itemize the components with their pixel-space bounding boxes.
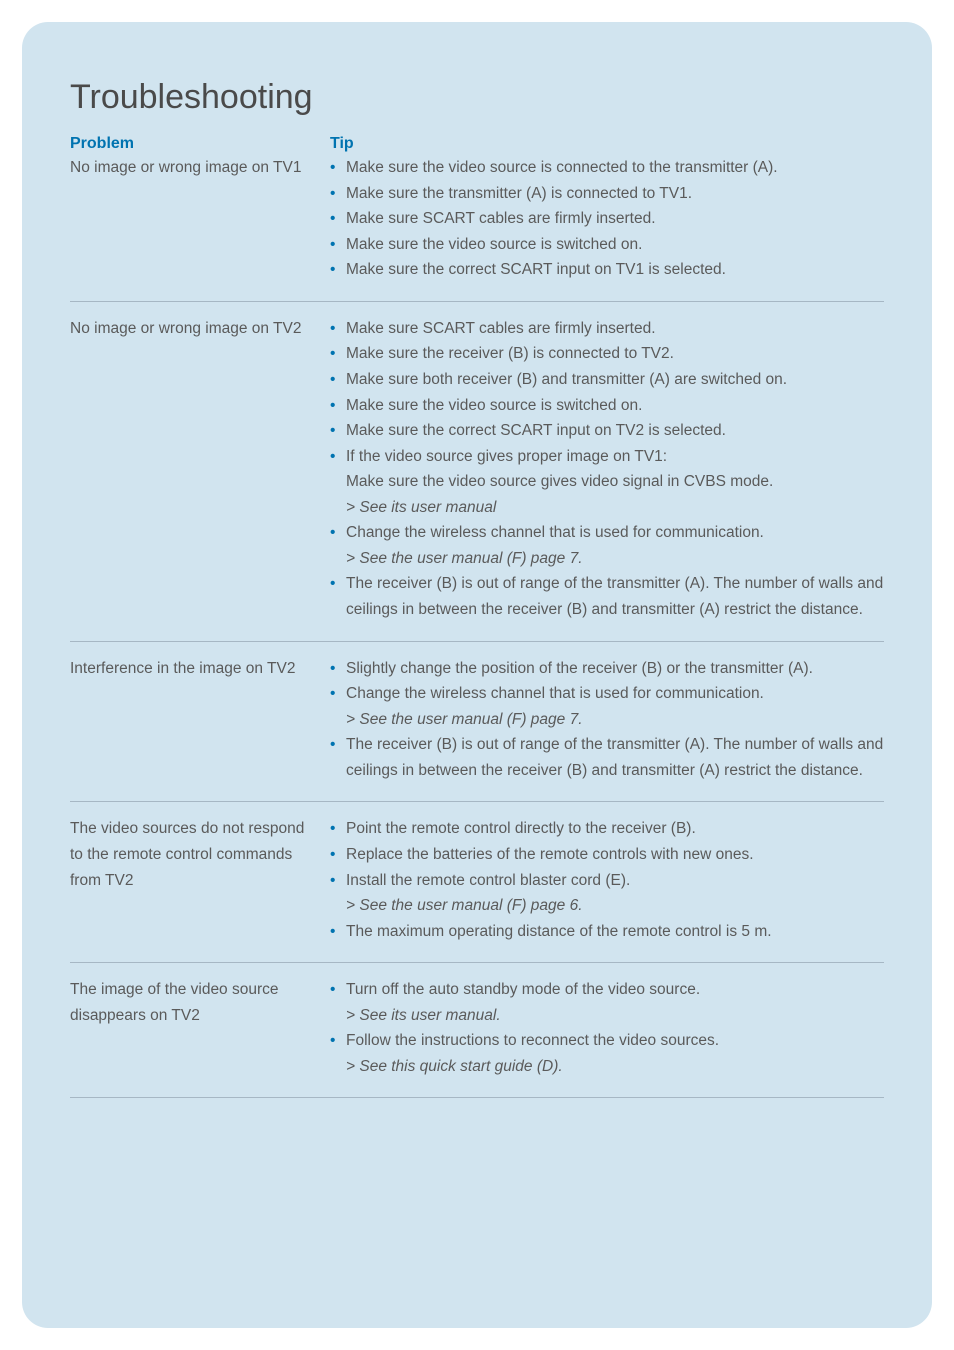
troubleshooting-card: Troubleshooting Problem Tip No image or … (22, 22, 932, 1328)
bullet-icon: • (330, 155, 335, 181)
tip-note: > See its user manual. (346, 1003, 884, 1029)
tip-note: > See the user manual (F) page 6. (346, 893, 884, 919)
problem-header: Problem (70, 135, 134, 152)
tip-text: Make sure the correct SCART input on TV2… (346, 422, 726, 439)
bullet-icon: • (330, 206, 335, 232)
bullet-icon: • (330, 571, 335, 597)
tip-note: > See the user manual (F) page 7. (346, 707, 884, 733)
tip-text: Point the remote control directly to the… (346, 820, 696, 837)
bullet-icon: • (330, 316, 335, 342)
page-title: Troubleshooting (70, 78, 884, 117)
tip-item: • Change the wireless channel that is use… (330, 681, 884, 732)
tip-text: Make sure the video source is switched o… (346, 397, 642, 414)
tip-text: The receiver (B) is out of range of the … (346, 575, 883, 618)
tip-list: • Slightly change the position of the rec… (330, 656, 884, 784)
tip-list: • Point the remote control directly to th… (330, 816, 884, 944)
tip-text: The maximum operating distance of the re… (346, 923, 772, 940)
bullet-icon: • (330, 842, 335, 868)
bullet-icon: • (330, 656, 335, 682)
tip-list: • Make sure SCART cables are firmly inser… (330, 316, 884, 623)
bullet-icon: • (330, 977, 335, 1003)
bullet-icon: • (330, 919, 335, 945)
bullet-icon: • (330, 257, 335, 283)
tip-item: • The maximum operating distance of the r… (330, 919, 884, 945)
problem-text: No image or wrong image on TV2 (70, 316, 320, 342)
bullet-icon: • (330, 732, 335, 758)
problem-text: The image of the video source disappears… (70, 977, 320, 1028)
tip-item: • Change the wireless channel that is use… (330, 520, 884, 571)
bullet-icon: • (330, 393, 335, 419)
tip-item: • Make sure the receiver (B) is connected… (330, 341, 884, 367)
bullet-icon: • (330, 418, 335, 444)
troubleshooting-row: The video sources do not respond to the … (70, 802, 884, 963)
tip-text: Change the wireless channel that is used… (346, 524, 764, 541)
troubleshooting-row: No image or wrong image on TV2 • Make sure… (70, 302, 884, 642)
tip-text: Make sure the transmitter (A) is connect… (346, 185, 692, 202)
bullet-icon: • (330, 367, 335, 393)
problem-text: Interference in the image on TV2 (70, 656, 320, 682)
tip-list: • Make sure the video source is connected… (330, 155, 884, 283)
tip-note: > See its user manual (346, 495, 884, 521)
tip-item: • Turn off the auto standby mode of the v… (330, 977, 884, 1028)
tip-header: Tip (330, 135, 354, 152)
tip-text: Slightly change the position of the rece… (346, 660, 813, 677)
tip-item: • Make sure the video source is connected… (330, 155, 884, 181)
tip-item: • Make sure the correct SCART input on TV… (330, 418, 884, 444)
tip-item: • Slightly change the position of the rec… (330, 656, 884, 682)
troubleshooting-row: No image or wrong image on TV1 • Make sure… (70, 155, 884, 302)
tip-item: • Make sure the video source is switched … (330, 232, 884, 258)
bullet-icon: • (330, 181, 335, 207)
bullet-icon: • (330, 232, 335, 258)
tip-text: Make sure SCART cables are firmly insert… (346, 320, 656, 337)
tip-item: • Make sure the video source is switched … (330, 393, 884, 419)
tip-item: • Make sure the correct SCART input on TV… (330, 257, 884, 283)
tip-item: • Install the remote control blaster cord… (330, 868, 884, 919)
bullet-icon: • (330, 816, 335, 842)
tip-text: Install the remote control blaster cord … (346, 872, 630, 889)
troubleshooting-row: The image of the video source disappears… (70, 963, 884, 1098)
problem-text: The video sources do not respond to the … (70, 816, 320, 893)
bullet-icon: • (330, 868, 335, 894)
troubleshooting-row: Interference in the image on TV2 • Slightl… (70, 642, 884, 803)
tip-list: • Turn off the auto standby mode of the v… (330, 977, 884, 1079)
sections-container: No image or wrong image on TV1 • Make sure… (70, 155, 884, 1098)
tip-text: Make sure both receiver (B) and transmit… (346, 371, 787, 388)
tip-text: Make sure the correct SCART input on TV1… (346, 261, 726, 278)
tip-item: • Replace the batteries of the remote con… (330, 842, 884, 868)
tip-text: Make sure the video source is switched o… (346, 236, 642, 253)
tip-note: > See the user manual (F) page 7. (346, 546, 884, 572)
tip-text: If the video source gives proper image o… (346, 448, 667, 465)
tip-item: • Point the remote control directly to th… (330, 816, 884, 842)
tip-subtext: Make sure the video source gives video s… (346, 469, 884, 495)
tip-item: • Make sure the transmitter (A) is connec… (330, 181, 884, 207)
tip-text: The receiver (B) is out of range of the … (346, 736, 883, 779)
tip-text: Turn off the auto standby mode of the vi… (346, 981, 700, 998)
tip-item: • Make sure SCART cables are firmly inser… (330, 206, 884, 232)
tip-text: Follow the instructions to reconnect the… (346, 1032, 719, 1049)
problem-text: No image or wrong image on TV1 (70, 155, 320, 181)
tip-item: • The receiver (B) is out of range of the… (330, 732, 884, 783)
column-headers: Problem Tip (70, 135, 884, 153)
tip-item: • Make sure SCART cables are firmly inser… (330, 316, 884, 342)
tip-note: > See this quick start guide (D). (346, 1054, 884, 1080)
tip-text: Make sure SCART cables are firmly insert… (346, 210, 656, 227)
bullet-icon: • (330, 520, 335, 546)
bullet-icon: • (330, 444, 335, 470)
bullet-icon: • (330, 1028, 335, 1054)
tip-text: Change the wireless channel that is used… (346, 685, 764, 702)
tip-text: Replace the batteries of the remote cont… (346, 846, 754, 863)
bullet-icon: • (330, 341, 335, 367)
tip-text: Make sure the video source is connected … (346, 159, 778, 176)
tip-item: • Follow the instructions to reconnect th… (330, 1028, 884, 1079)
tip-text: Make sure the receiver (B) is connected … (346, 345, 674, 362)
tip-item: • If the video source gives proper image … (330, 444, 884, 521)
tip-item: • Make sure both receiver (B) and transmi… (330, 367, 884, 393)
tip-item: • The receiver (B) is out of range of the… (330, 571, 884, 622)
bullet-icon: • (330, 681, 335, 707)
